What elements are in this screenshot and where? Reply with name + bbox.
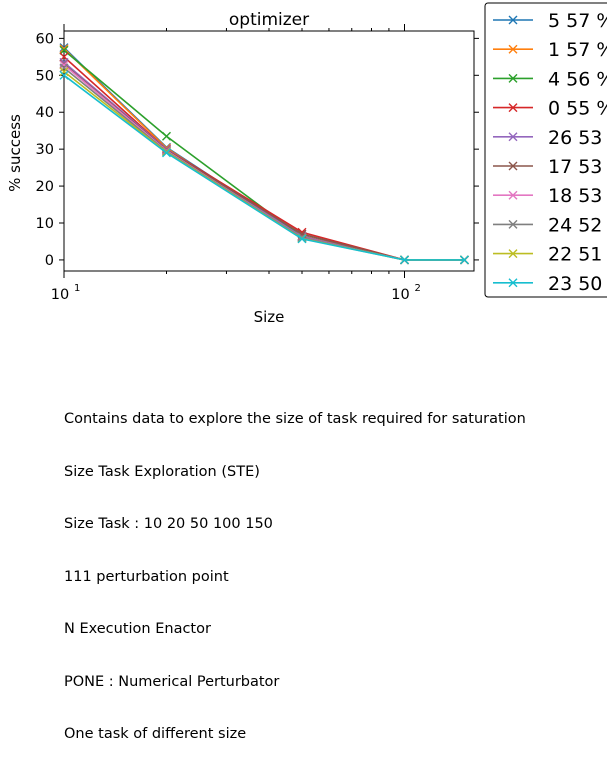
series-line <box>63 63 465 261</box>
data-point <box>162 148 171 158</box>
caption-line: PONE : Numerical Perturbator <box>64 673 280 690</box>
y-tick-label: 0 <box>45 253 54 269</box>
line-chart: optimizer % success Size 010203040506010… <box>6 2 607 326</box>
plot-area: 0 10 20 30 40 50 60 10 1 10 2 <box>36 24 479 303</box>
y-axis-label: % success <box>6 114 24 192</box>
plot-frame <box>63 30 475 272</box>
y-tick-label: 30 <box>36 142 54 158</box>
legend-label: 1 57 % <box>548 39 607 61</box>
series-line <box>63 74 465 261</box>
series-line <box>63 56 465 261</box>
y-tick-label: 40 <box>36 105 54 121</box>
series-line <box>63 64 465 261</box>
data-point <box>59 70 69 80</box>
caption-line: N Execution Enactor <box>64 621 211 637</box>
caption-line: Size Task : 10 20 50 100 150 <box>64 516 273 532</box>
y-tick-label: 20 <box>36 179 54 195</box>
series-line <box>63 48 465 261</box>
data-point <box>59 60 69 70</box>
series-line <box>63 49 465 261</box>
legend-marker <box>508 219 518 229</box>
legend-marker <box>508 132 518 142</box>
legend-label: 23 50 <box>548 273 602 295</box>
caption-line: 111 perturbation point <box>64 568 229 585</box>
legend-label: 17 53 <box>548 156 602 178</box>
legend-marker <box>508 44 518 54</box>
series-line <box>63 47 465 261</box>
x-tick-label-exponent: 2 <box>414 283 420 294</box>
legend-marker <box>508 73 518 83</box>
caption-line: One task of different size <box>64 726 247 742</box>
legend-marker <box>508 103 518 113</box>
x-tick-label: 10 <box>51 287 69 303</box>
legend-marker <box>508 161 518 171</box>
data-point <box>400 255 409 265</box>
legend-marker <box>508 190 518 200</box>
legend-marker <box>508 249 518 259</box>
legend-label: 4 56 % <box>548 68 607 90</box>
caption-block: Contains data to explore the size of tas… <box>64 376 604 761</box>
series-line <box>63 61 465 261</box>
caption-line: Size Task Exploration (STE) <box>64 463 260 480</box>
legend-label: 5 57 % <box>548 10 607 32</box>
chart-title: optimizer <box>229 10 309 30</box>
data-point <box>59 63 69 73</box>
legend-marker <box>508 278 518 288</box>
data-point <box>162 131 171 141</box>
legend-label: 18 53 <box>548 185 602 207</box>
x-axis-label: Size <box>254 308 285 326</box>
data-point <box>59 67 69 77</box>
y-tick-label: 10 <box>36 216 54 232</box>
legend-marker <box>508 15 518 25</box>
legend-label: 22 51 <box>548 244 602 266</box>
legend: 5 57 % 1 57 % 4 56 % 0 55 % 26 53 17 53 18 53 2… <box>484 2 607 298</box>
data-point <box>297 234 307 244</box>
legend-label: 24 52 <box>548 214 602 236</box>
y-tick-label: 50 <box>36 68 54 84</box>
caption-line: Contains data to explore the size of tas… <box>64 411 526 427</box>
x-tick-label-exponent: 1 <box>74 283 80 294</box>
y-tick-label: 60 <box>36 31 54 47</box>
legend-label: 26 53 <box>548 127 602 149</box>
data-point <box>59 44 69 54</box>
series-line <box>63 67 465 261</box>
legend-label: 0 55 % <box>548 98 607 120</box>
data-point <box>459 255 469 265</box>
x-tick-label: 10 <box>391 287 409 303</box>
data-point <box>59 45 69 55</box>
